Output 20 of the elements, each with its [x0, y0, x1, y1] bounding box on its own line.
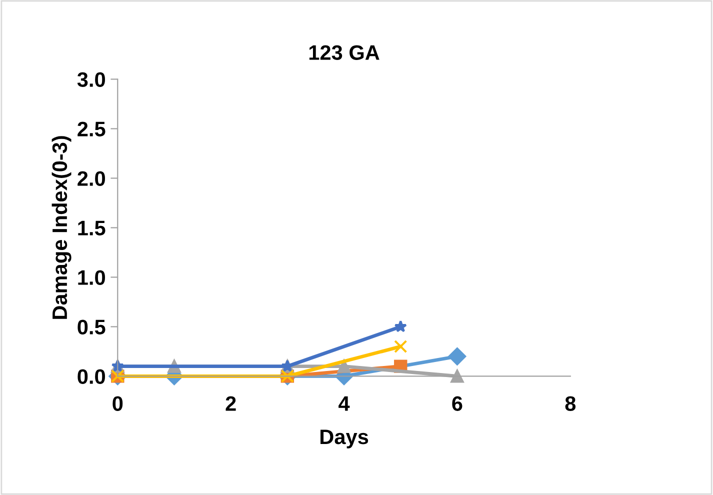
point: [394, 340, 408, 354]
point: [448, 348, 466, 366]
x-tick-label: 6: [452, 396, 462, 411]
y-tick-label: 1.5: [78, 220, 106, 236]
y-tick-label: 2.0: [78, 171, 105, 186]
point: [337, 360, 351, 373]
x-tick-label: 2: [226, 396, 236, 411]
y-tick-label: 1.0: [78, 270, 105, 285]
point: [450, 370, 464, 383]
x-tick-label: 4: [338, 396, 350, 411]
x-axis-title: Days: [320, 430, 368, 448]
y-tick-label: 3.0: [77, 72, 105, 87]
y-tick-label: 2.5: [78, 122, 106, 136]
chart-title: 123 GA: [309, 45, 380, 60]
y-tick-label: 0.0: [78, 369, 105, 384]
y-tick-label: 0.5: [78, 320, 106, 334]
x-tick-label: 8: [565, 396, 576, 411]
point: [394, 320, 407, 332]
x-tick-label: 0: [112, 396, 123, 411]
y-axis-title: Damage Index(0-3): [52, 136, 72, 319]
